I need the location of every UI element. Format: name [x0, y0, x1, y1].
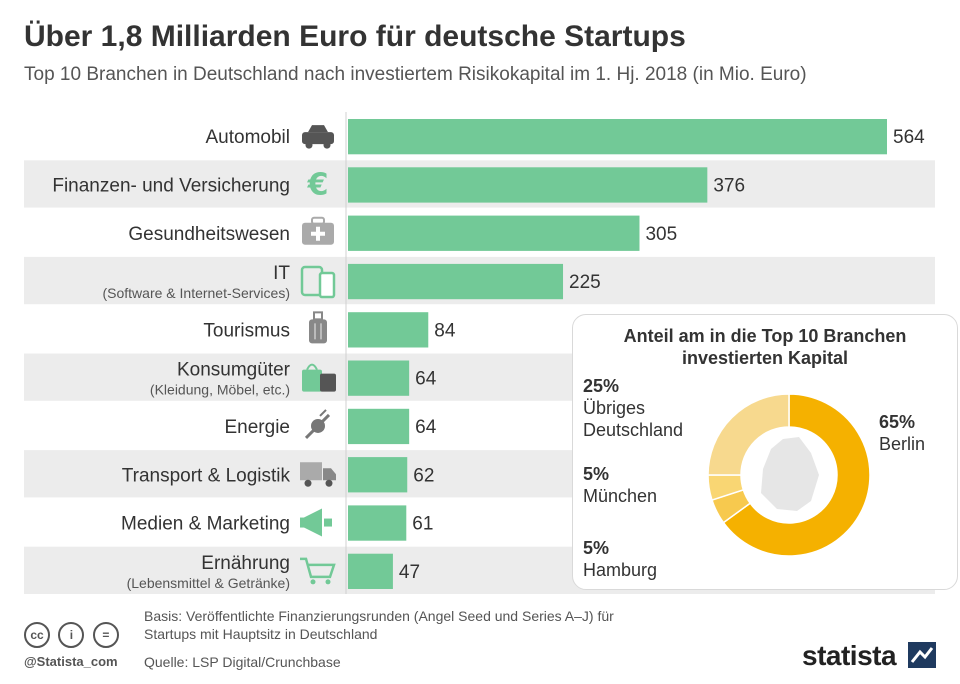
- footer-basis-line-2: Startups mit Hauptsitz in Deutschland: [144, 626, 378, 642]
- statista-logo: statista: [802, 640, 897, 671]
- value-label: 47: [399, 562, 420, 583]
- inset-title-line-1: Anteil am in die Top 10 Branchen: [623, 326, 907, 346]
- category-label: Ernährung: [201, 553, 290, 574]
- pie-pct-uebriges: 25%: [583, 376, 620, 396]
- cc-icon: cc: [24, 622, 50, 648]
- value-label: 564: [893, 127, 925, 148]
- suitcase-icon: [309, 311, 327, 344]
- pie-pct-muenchen: 5%: [583, 464, 610, 484]
- statista-logo-mark-icon: [908, 642, 936, 668]
- category-label: Finanzen- und Versicherung: [52, 175, 290, 196]
- pie-name-hamburg: Hamburg: [583, 560, 658, 580]
- svg-text:€: €: [307, 167, 329, 202]
- category-label: Medien & Marketing: [121, 514, 290, 535]
- pie-label-berlin: 65% Berlin: [879, 411, 925, 455]
- license-icons: cc i =: [24, 622, 123, 648]
- category-label: Gesundheitswesen: [128, 224, 290, 245]
- bar: [348, 457, 408, 493]
- category-sublabel: (Lebensmittel & Getränke): [127, 575, 290, 591]
- category-label: Tourismus: [203, 320, 290, 341]
- category-label: Konsumgüter: [177, 360, 291, 381]
- value-label: 64: [415, 369, 437, 390]
- category-label: IT: [273, 263, 290, 284]
- megaphone-icon: [300, 508, 332, 537]
- category-sublabel: (Kleidung, Möbel, etc.): [150, 382, 290, 398]
- pie-slice: [707, 393, 790, 476]
- by-icon: i: [58, 622, 85, 648]
- footer-source: Quelle: LSP Digital/Crunchbase: [144, 654, 341, 670]
- car-icon: [302, 125, 334, 149]
- devices-icon: [300, 265, 336, 299]
- category-label: Automobil: [206, 127, 291, 148]
- pie-name-muenchen: München: [583, 486, 658, 506]
- category-sublabel: (Software & Internet-Services): [102, 285, 290, 301]
- pie-slice: [722, 393, 871, 557]
- pie-label-muenchen: 5% München: [583, 463, 657, 507]
- power-plug-icon: [304, 409, 331, 440]
- bar: [348, 167, 708, 203]
- page-subtitle: Top 10 Branchen in Deutschland nach inve…: [24, 64, 807, 85]
- footer-basis: Basis: Veröffentlichte Finanzierungsrund…: [144, 607, 704, 643]
- twitter-handle: @Statista_com: [24, 654, 118, 669]
- first-aid-kit-icon: [302, 216, 334, 245]
- bar: [348, 408, 410, 445]
- value-label: 84: [434, 320, 456, 341]
- pie-name-berlin: Berlin: [879, 434, 926, 454]
- pie-pct-hamburg: 5%: [583, 538, 610, 558]
- page-title: Über 1,8 Milliarden Euro für deutsche St…: [24, 20, 686, 53]
- pie-pct-berlin: 65%: [879, 412, 916, 432]
- value-label: 61: [412, 514, 433, 535]
- pie-name-uebriges-1: Übriges: [583, 398, 646, 418]
- truck-icon: [300, 462, 336, 487]
- share-inset-panel: Anteil am in die Top 10 Branchen investi…: [572, 314, 958, 590]
- bar: [348, 553, 393, 589]
- bar: [348, 312, 429, 348]
- bar: [348, 263, 564, 300]
- inset-title-line-2: investierten Kapital: [681, 348, 849, 368]
- category-label: Energie: [225, 417, 291, 438]
- nd-icon: =: [92, 622, 119, 648]
- value-label: 225: [569, 272, 601, 293]
- pie-label-uebriges: 25% Übriges Deutschland: [583, 375, 683, 441]
- shopping-bag-icon: [302, 363, 336, 392]
- category-label: Transport & Logistik: [122, 465, 291, 486]
- bar: [348, 119, 887, 155]
- footer-basis-line-1: Basis: Veröffentlichte Finanzierungsrund…: [144, 608, 614, 624]
- bar: [348, 505, 407, 541]
- donut-chart: [707, 393, 871, 557]
- bar: [348, 360, 410, 396]
- pie-label-hamburg: 5% Hamburg: [583, 537, 657, 581]
- euro-icon: €: [307, 167, 329, 202]
- germany-map-icon: [761, 437, 819, 511]
- shopping-cart-icon: [300, 557, 336, 585]
- value-label: 64: [415, 417, 437, 438]
- pie-name-uebriges-2: Deutschland: [583, 420, 684, 440]
- value-label: 376: [713, 175, 745, 196]
- value-label: 305: [645, 224, 677, 245]
- value-label: 62: [413, 465, 434, 486]
- bar: [348, 215, 640, 251]
- inset-title: Anteil am in die Top 10 Branchen investi…: [573, 325, 957, 369]
